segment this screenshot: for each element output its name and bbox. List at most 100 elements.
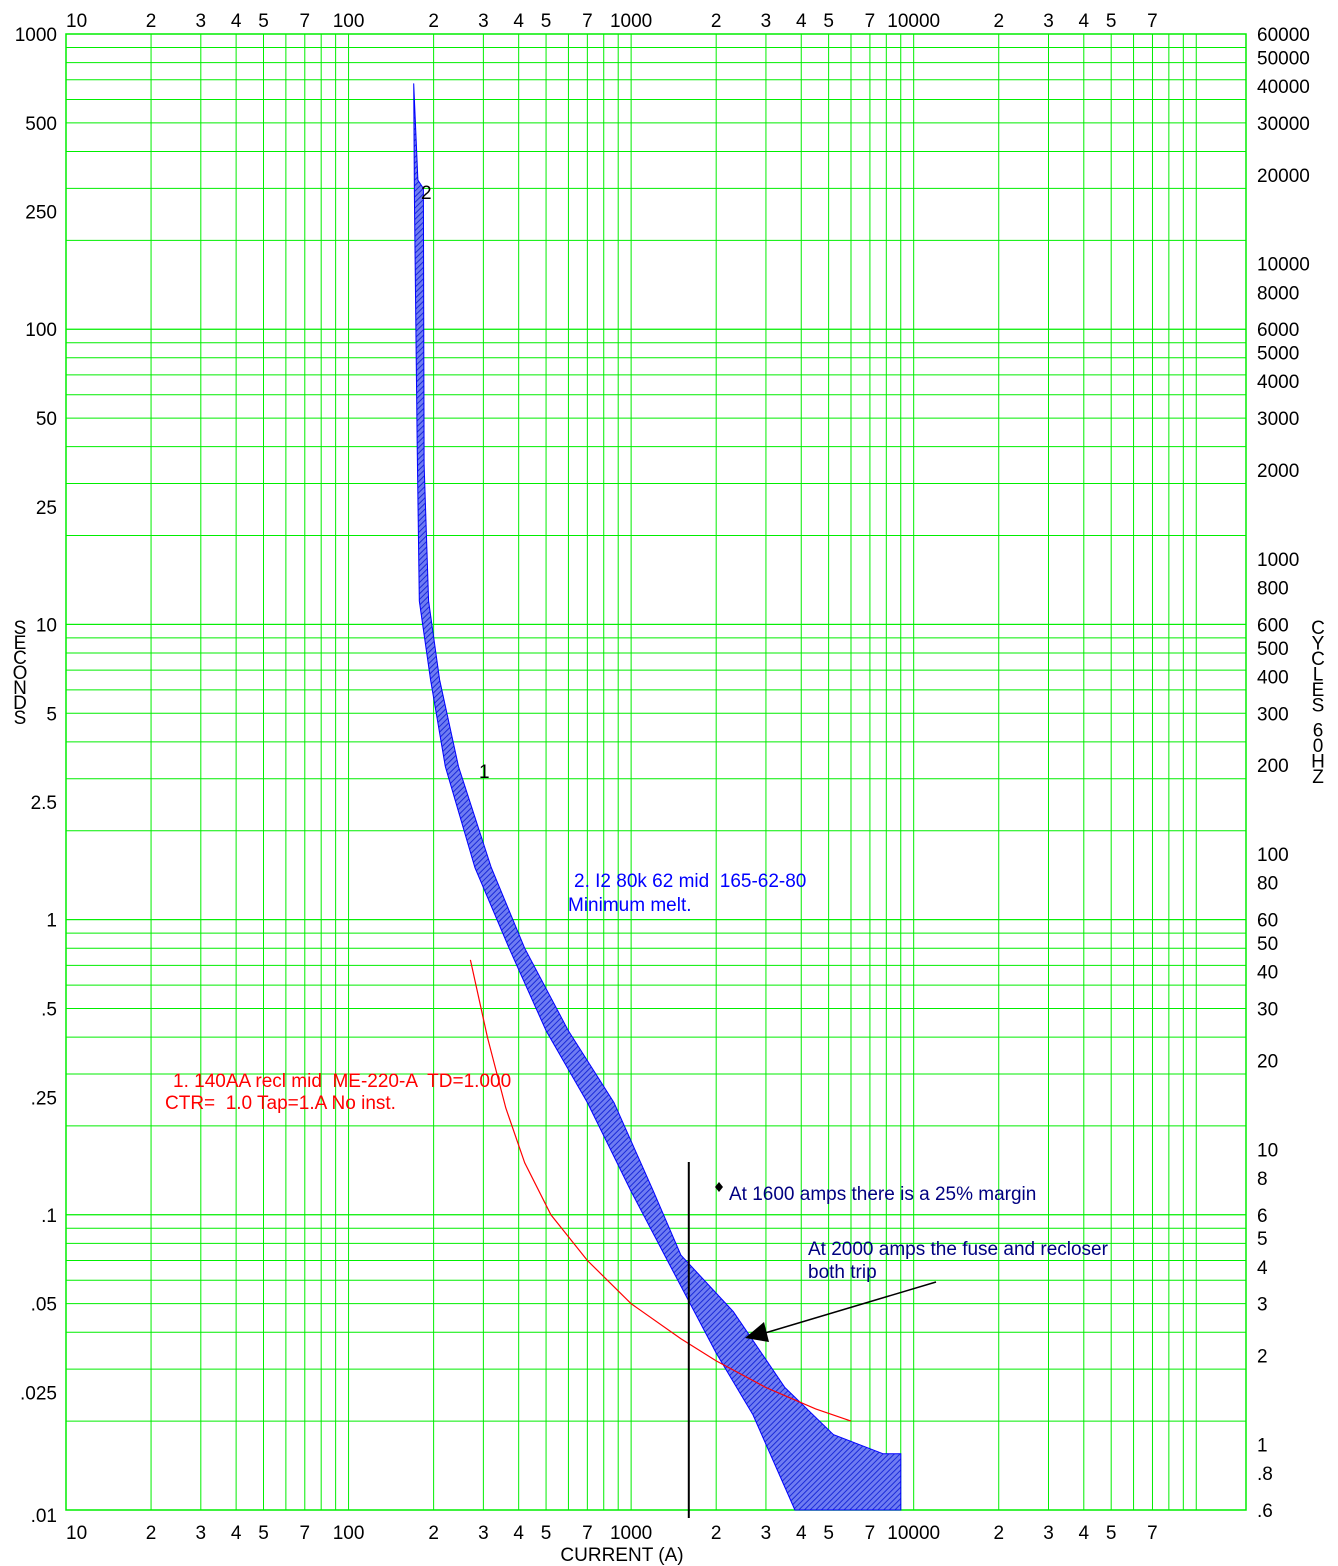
y-tick-label-right: 10000 [1257, 255, 1310, 276]
x-tick-label-bottom: 1000 [610, 1523, 652, 1544]
x-tick-label-top: 7 [865, 11, 876, 32]
x-tick-label-top: 3 [761, 11, 772, 32]
x-tick-label-top: 10 [66, 11, 87, 32]
y-tick-label-left: 1000 [15, 25, 57, 46]
series-line-recloser [469, 959, 852, 1422]
x-tick-label-top: 100 [333, 11, 365, 32]
x-tick-label-bottom: 5 [258, 1523, 269, 1544]
y-tick-label-left: .25 [31, 1088, 57, 1109]
y-tick-label-left: .5 [41, 999, 57, 1020]
x-tick-label-bottom: 2 [428, 1523, 439, 1544]
x-tick-label-bottom: 7 [300, 1523, 311, 1544]
x-tick-label-bottom: 3 [196, 1523, 207, 1544]
x-tick-label-top: 4 [513, 11, 524, 32]
y-tick-label-right: 50000 [1257, 48, 1310, 69]
both-trip-arrow-head [745, 1322, 769, 1342]
y-tick-label-left: 50 [36, 409, 57, 430]
x-tick-label-top: 4 [1079, 11, 1090, 32]
recloser-annotation-subtitle: CTR= 1.0 Tap=1.A No inst. [165, 1093, 396, 1114]
curve-label-2: 2 [421, 183, 432, 204]
x-tick-label-top: 2 [146, 11, 157, 32]
x-tick-label-bottom: 2 [993, 1523, 1004, 1544]
series-band-fuse-melt [413, 83, 902, 1511]
y-tick-label-left: 100 [25, 320, 57, 341]
x-tick-label-bottom: 2 [146, 1523, 157, 1544]
margin-marker [715, 1182, 723, 1192]
x-tick-label-top: 3 [196, 11, 207, 32]
y-tick-label-left: 500 [25, 114, 57, 135]
y-tick-label-right: 800 [1257, 579, 1289, 600]
x-tick-label-bottom: 10000 [887, 1523, 940, 1544]
y-tick-label-right: 40000 [1257, 77, 1310, 98]
x-tick-label-top: 4 [231, 11, 242, 32]
y-tick-label-right: 20 [1257, 1051, 1278, 1072]
y-tick-label-right: .6 [1257, 1501, 1273, 1522]
x-tick-label-top: 1000 [610, 11, 652, 32]
x-tick-label-top: 4 [796, 11, 807, 32]
y-tick-label-right: 8000 [1257, 283, 1299, 304]
x-tick-label-top: 2 [428, 11, 439, 32]
y-tick-label-left: 25 [36, 498, 57, 519]
both-trip-annotation-line1: At 2000 amps the fuse and recloser [808, 1239, 1109, 1260]
y-tick-label-right: 10 [1257, 1140, 1278, 1161]
y-tick-label-right: 3000 [1257, 409, 1299, 430]
x-tick-label-top: 5 [258, 11, 269, 32]
recloser-annotation-title: 1. 140AA recl mid ME-220-A TD=1.000 [173, 1071, 511, 1092]
x-tick-label-top: 5 [541, 11, 552, 32]
y-tick-label-left: 5 [46, 704, 57, 725]
x-tick-label-top: 10000 [887, 11, 940, 32]
y-tick-label-right: 2 [1257, 1347, 1268, 1368]
plot-border [65, 33, 1247, 1511]
y-tick-label-right: 2000 [1257, 461, 1299, 482]
x-tick-label-top: 7 [300, 11, 311, 32]
both-trip-annotation-line2: both trip [808, 1262, 877, 1283]
x-tick-label-bottom: 5 [541, 1523, 552, 1544]
y-tick-label-left: 2.5 [31, 793, 57, 814]
y-tick-label-right: 200 [1257, 756, 1289, 777]
fuse-annotation-title: 2. I2 80k 62 mid 165-62-80 [574, 871, 806, 892]
y-tick-label-right: 1000 [1257, 550, 1299, 571]
x-tick-label-bottom: 4 [1079, 1523, 1090, 1544]
y-tick-label-right: 6 [1257, 1206, 1268, 1227]
fuse-annotation-subtitle: Minimum melt. [568, 895, 692, 916]
x-tick-label-bottom: 5 [823, 1523, 834, 1544]
x-tick-label-top: 3 [1043, 11, 1054, 32]
x-tick-label-bottom: 10 [66, 1523, 87, 1544]
y-tick-label-right: 20000 [1257, 166, 1310, 187]
x-tick-label-bottom: 4 [513, 1523, 524, 1544]
x-tick-label-top: 2 [711, 11, 722, 32]
x-tick-label-bottom: 3 [478, 1523, 489, 1544]
x-tick-label-top: 5 [1106, 11, 1117, 32]
x-tick-label-bottom: 7 [582, 1523, 593, 1544]
chart-tick-labels: 1010223344557710010022334455771000100022… [15, 11, 1310, 1544]
y-tick-label-right: 50 [1257, 934, 1278, 955]
y-tick-label-right: 8 [1257, 1169, 1268, 1190]
y-tick-label-right: 500 [1257, 639, 1289, 660]
x-tick-label-top: 7 [1147, 11, 1158, 32]
y-tick-label-right: 100 [1257, 845, 1289, 866]
y-tick-label-left: 1 [46, 911, 57, 932]
y-tick-label-right: 1 [1257, 1436, 1268, 1457]
y-tick-label-left: .01 [31, 1506, 57, 1527]
x-axis-label: CURRENT (A) [560, 1545, 683, 1566]
y-tick-label-right: 40 [1257, 963, 1278, 984]
y-tick-label-right: 6000 [1257, 320, 1299, 341]
x-tick-label-bottom: 3 [1043, 1523, 1054, 1544]
y-tick-label-right: 5000 [1257, 344, 1299, 365]
y-tick-label-left: .025 [20, 1384, 57, 1405]
x-tick-label-top: 3 [478, 11, 489, 32]
x-tick-label-top: 2 [993, 11, 1004, 32]
x-tick-label-top: 5 [823, 11, 834, 32]
y-tick-label-right: 60 [1257, 911, 1278, 932]
y-tick-label-right: 80 [1257, 874, 1278, 895]
x-tick-label-top: 7 [582, 11, 593, 32]
x-tick-label-bottom: 2 [711, 1523, 722, 1544]
chart-series [413, 83, 902, 1518]
y-tick-label-right: .8 [1257, 1464, 1273, 1485]
y-tick-label-left: 10 [36, 615, 57, 636]
y-tick-label-right: 60000 [1257, 25, 1310, 46]
x-tick-label-bottom: 4 [231, 1523, 242, 1544]
y-tick-label-left: .05 [31, 1295, 57, 1316]
